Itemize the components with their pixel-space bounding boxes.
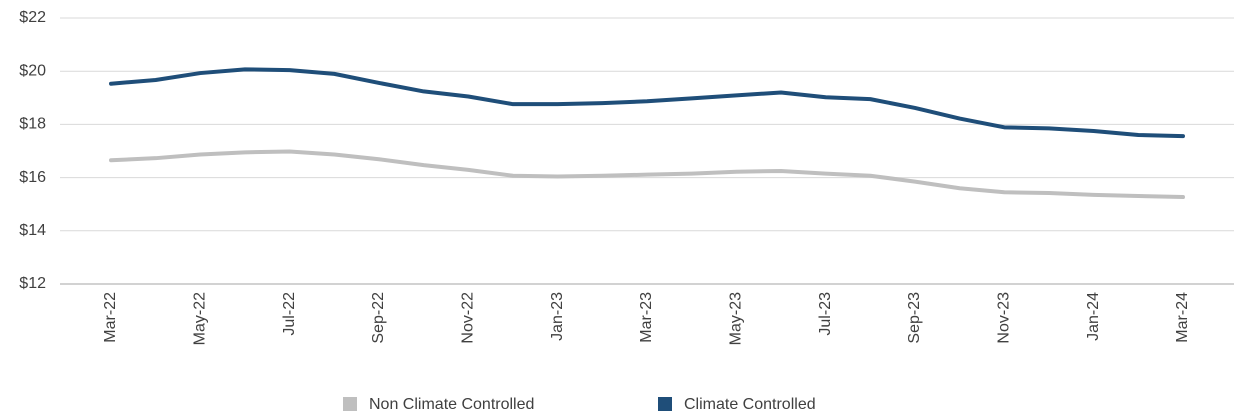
x-tick-label: Nov-22 [460,292,477,344]
y-tick-label: $18 [19,116,46,133]
x-tick-label: Sep-23 [906,292,923,344]
x-tick-label: Mar-24 [1174,292,1191,343]
line-series [109,67,1185,139]
y-tick-label: $12 [19,275,46,292]
y-tick-label: $20 [19,62,46,79]
x-tick-label: Sep-22 [370,292,387,344]
x-tick-label: Jan-24 [1085,292,1102,341]
x-tick-label: Mar-22 [102,292,119,343]
x-tick-label: Mar-23 [638,292,655,343]
y-tick-label: $16 [19,169,46,186]
x-tick-label: Jan-23 [549,292,566,341]
x-tick-label: Nov-23 [996,292,1013,344]
y-tick-label: $22 [19,9,46,26]
x-tick-label: May-22 [192,292,209,345]
legend-swatch [343,397,357,411]
line-series [109,149,1185,200]
y-tick-label: $14 [19,222,46,239]
legend-label: Climate Controlled [684,396,816,413]
x-tick-label: May-23 [728,292,745,345]
legend-swatch [658,397,672,411]
legend-label: Non Climate Controlled [369,396,534,413]
x-tick-label: Jul-23 [817,292,834,336]
x-tick-label: Jul-22 [281,292,298,336]
